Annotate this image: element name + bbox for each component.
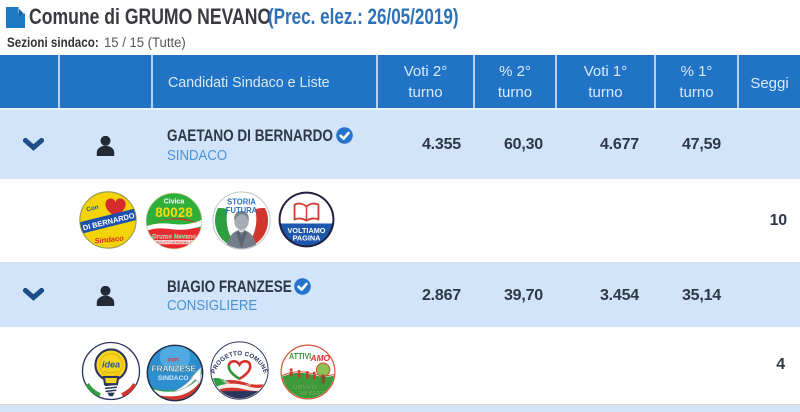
svg-text:FUTURA: FUTURA xyxy=(226,206,258,215)
svg-text:RISCATTO MERIDIONALE: RISCATTO MERIDIONALE xyxy=(156,240,192,244)
svg-text:Sindaco: Sindaco xyxy=(94,233,124,245)
svg-text:80028: 80028 xyxy=(155,205,193,220)
svg-text:ATTIVI: ATTIVI xyxy=(289,352,311,361)
svg-text:Civica: Civica xyxy=(164,199,185,206)
svg-text:Grumo Nevano: Grumo Nevano xyxy=(152,233,197,240)
svg-text:GRUMO: GRUMO xyxy=(293,384,317,391)
svg-text:NEVANO: NEVANO xyxy=(300,390,326,397)
svg-text:STORIA: STORIA xyxy=(227,197,256,206)
svg-text:con: con xyxy=(168,356,179,363)
svg-text:PAGINA: PAGINA xyxy=(293,234,322,243)
svg-text:AMO: AMO xyxy=(310,353,331,363)
svg-text:VOLTIAMO: VOLTIAMO xyxy=(288,226,326,235)
svg-text:FRANZESE: FRANZESE xyxy=(152,363,197,373)
svg-text:Con: Con xyxy=(86,204,100,214)
svg-text:SINDACO: SINDACO xyxy=(158,375,189,382)
svg-text:idea: idea xyxy=(102,359,120,369)
